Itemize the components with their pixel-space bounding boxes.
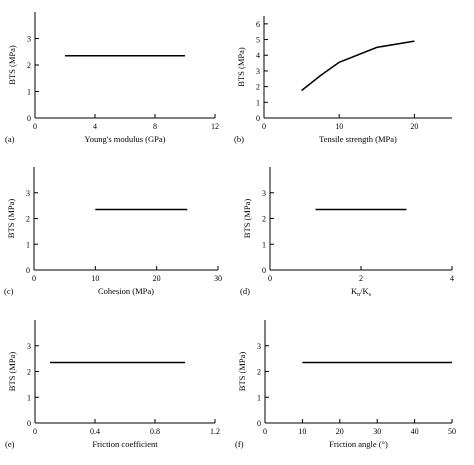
y-tick-label: 3 xyxy=(27,35,31,44)
y-tick-label: 3 xyxy=(26,189,30,198)
y-tick-label: 2 xyxy=(27,61,31,70)
x-tick-label: 30 xyxy=(214,274,222,283)
y-tick-label: 0 xyxy=(27,419,31,428)
x-tick-label: 0.4 xyxy=(90,427,100,436)
y-tick-label: 1 xyxy=(256,98,260,107)
y-axis-label: BTS (MPa) xyxy=(7,352,17,392)
x-tick-label: 50 xyxy=(448,427,456,436)
y-tick-label: 6 xyxy=(256,20,260,29)
y-tick-label: 3 xyxy=(262,189,266,198)
panel-label: (a) xyxy=(5,134,15,144)
y-tick-label: 2 xyxy=(262,215,266,224)
y-tick-label: 0 xyxy=(27,114,31,123)
y-tick-label: 1 xyxy=(27,88,31,97)
series-line xyxy=(301,40,415,92)
y-tick-label: 3 xyxy=(257,342,261,351)
panel-label: (c) xyxy=(4,286,14,296)
x-tick-label: 0 xyxy=(33,427,37,436)
chart-panel-5: 0 1 2 3 0 0.4 0.8 1.2 BTS (MPa) Friction coeffici… xyxy=(5,320,220,449)
x-tick-label: 12 xyxy=(211,122,219,131)
x-tick-label: 0 xyxy=(268,274,272,283)
y-tick-label: 1 xyxy=(26,240,30,249)
x-tick-label: 40 xyxy=(411,427,419,436)
y-axis-label: BTS (MPa) xyxy=(6,199,16,239)
chart-panel-2: 0 1 2 3 4 5 6 0 10 20 BTS (MPa) Tensile strength (M… xyxy=(234,16,452,144)
x-tick-label: 0 xyxy=(33,122,37,131)
y-axis-label: BTS (MPa) xyxy=(236,47,246,87)
chart-panel-4: 0 1 2 3 0 2 4 BTS (MPa) Kn/Ks (d) xyxy=(240,167,454,298)
y-axis-label: BTS (MPa) xyxy=(237,352,247,392)
y-tick-label: 0 xyxy=(256,114,260,123)
x-tick-label: 1.2 xyxy=(210,427,220,436)
x-tick-label: 0 xyxy=(263,427,267,436)
y-tick-label: 1 xyxy=(262,240,266,249)
x-axis-label: Friction coefficient xyxy=(92,439,158,449)
x-tick-label: 8 xyxy=(153,122,157,131)
x-tick-label: 10 xyxy=(91,274,99,283)
panel-label: (e) xyxy=(5,439,15,449)
y-tick-label: 0 xyxy=(262,266,266,275)
y-tick-label: 4 xyxy=(256,51,260,60)
x-tick-label: 10 xyxy=(335,122,343,131)
y-tick-label: 5 xyxy=(256,36,260,45)
x-tick-label: 0 xyxy=(262,122,266,131)
x-tick-label: 10 xyxy=(298,427,306,436)
y-axis-label: BTS (MPa) xyxy=(7,45,17,85)
x-axis-label: Cohesion (MPa) xyxy=(98,286,154,296)
panel-label: (d) xyxy=(240,286,250,296)
y-tick-label: 3 xyxy=(256,67,260,76)
y-tick-label: 1 xyxy=(257,393,261,402)
x-tick-label: 20 xyxy=(336,427,344,436)
y-tick-label: 1 xyxy=(27,393,31,402)
x-tick-label: 20 xyxy=(410,122,418,131)
x-tick-label: 30 xyxy=(373,427,381,436)
y-tick-label: 2 xyxy=(27,368,31,377)
panel-label: (f) xyxy=(235,439,244,449)
x-tick-label: 4 xyxy=(450,274,454,283)
x-tick-label: 0.8 xyxy=(150,427,160,436)
x-tick-label: 0 xyxy=(32,274,36,283)
x-axis-label: Friction angle (°) xyxy=(329,439,388,449)
x-tick-label: 2 xyxy=(359,274,363,283)
x-axis-label: Kn/Ks xyxy=(351,286,372,298)
x-axis-label: Tensile strength (MPa) xyxy=(319,134,397,144)
x-tick-label: 20 xyxy=(153,274,161,283)
y-axis-label: BTS (MPa) xyxy=(242,199,252,239)
y-tick-label: 2 xyxy=(26,215,30,224)
x-axis-label: Young's modulus (GPa) xyxy=(85,134,166,144)
y-tick-label: 0 xyxy=(26,266,30,275)
y-tick-label: 0 xyxy=(257,419,261,428)
y-tick-label: 3 xyxy=(27,342,31,351)
panel-label: (b) xyxy=(234,134,244,144)
y-tick-label: 2 xyxy=(256,83,260,92)
x-tick-label: 4 xyxy=(93,122,97,131)
y-tick-label: 2 xyxy=(257,368,261,377)
